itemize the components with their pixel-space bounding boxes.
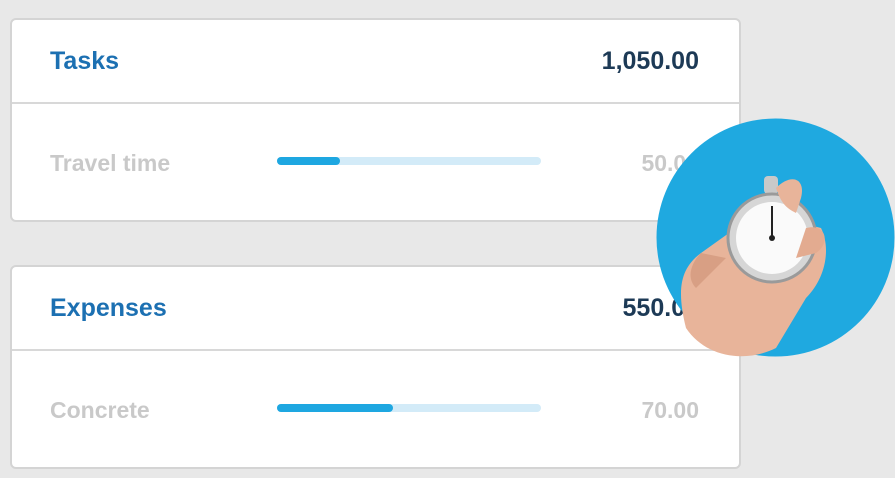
progress-track	[277, 404, 541, 412]
stopwatch-photo	[656, 118, 895, 357]
progress-fill	[277, 404, 394, 412]
card-header: Expenses 550.00	[12, 267, 739, 351]
item-amount: 70.00	[641, 397, 699, 423]
item-label: Travel time	[50, 150, 171, 176]
progress-fill	[277, 157, 341, 165]
tasks-card[interactable]: Tasks 1,050.00 Travel time 50.00	[10, 18, 741, 222]
expenses-card[interactable]: Expenses 550.00 Concrete 70.00	[10, 265, 741, 469]
card-title: Tasks	[50, 47, 120, 75]
card-total: 1,050.00	[601, 47, 699, 75]
card-title: Expenses	[50, 294, 167, 322]
item-label: Concrete	[50, 397, 150, 423]
progress-track	[277, 157, 541, 165]
card-header: Tasks 1,050.00	[12, 20, 739, 104]
